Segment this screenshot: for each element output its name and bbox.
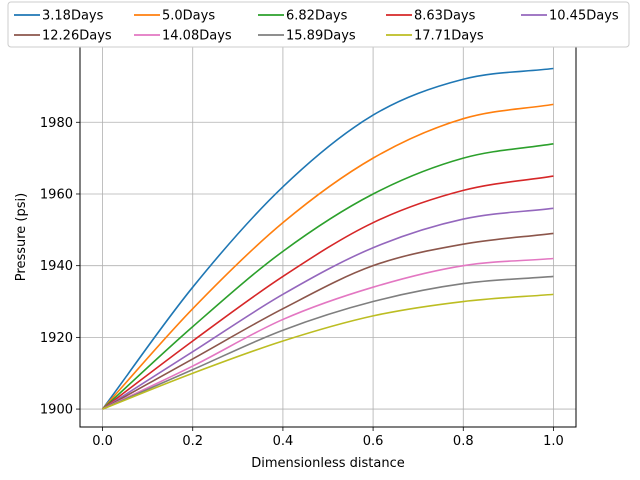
grid — [80, 47, 576, 427]
y-tick-label: 1920 — [40, 331, 73, 346]
series-line-1 — [101, 103, 554, 410]
legend-label-1: 5.0Days — [162, 9, 215, 24]
series-line-3 — [102, 175, 554, 410]
series-line-8 — [102, 293, 554, 410]
series-line-6 — [102, 257, 554, 410]
legend-label-8: 17.71Days — [414, 29, 484, 44]
x-tick-label: 0.2 — [182, 434, 203, 449]
legend-label-5: 12.26Days — [42, 29, 112, 44]
series-line-7 — [102, 275, 554, 410]
series-lines — [101, 67, 554, 410]
x-tick-label: 0.4 — [273, 434, 294, 449]
y-tick-label: 1940 — [40, 259, 73, 274]
legend-label-4: 10.45Days — [549, 9, 619, 24]
legend-box — [7, 1, 630, 48]
x-axis-label: Dimensionless distance — [251, 456, 404, 471]
series-line-2 — [102, 142, 554, 410]
series-line-5 — [102, 232, 554, 410]
series-line-0 — [101, 67, 554, 410]
axis-ticks: 0.0 0.2 0.4 0.6 0.8 1.0 1900 1920 1940 1960 1980 — [40, 116, 564, 449]
legend-label-0: 3.18Days — [42, 9, 104, 24]
y-axis-label: Pressure (psi) — [14, 193, 29, 281]
x-tick-label: 0.6 — [363, 434, 384, 449]
y-tick-label: 1960 — [40, 187, 73, 202]
legend-label-2: 6.82Days — [286, 9, 348, 24]
x-tick-label: 1.0 — [543, 434, 564, 449]
y-tick-label: 1900 — [40, 403, 73, 418]
x-tick-label: 0.0 — [92, 434, 113, 449]
x-tick-label: 0.8 — [453, 434, 474, 449]
legend: 3.18Days 5.0Days 6.82Days 8.63Days 10.45Days… — [7, 1, 630, 48]
series-line-4 — [102, 207, 554, 410]
legend-label-3: 8.63Days — [414, 9, 476, 24]
legend-label-7: 15.89Days — [286, 29, 356, 44]
y-tick-label: 1980 — [40, 116, 73, 131]
legend-label-6: 14.08Days — [162, 29, 232, 44]
